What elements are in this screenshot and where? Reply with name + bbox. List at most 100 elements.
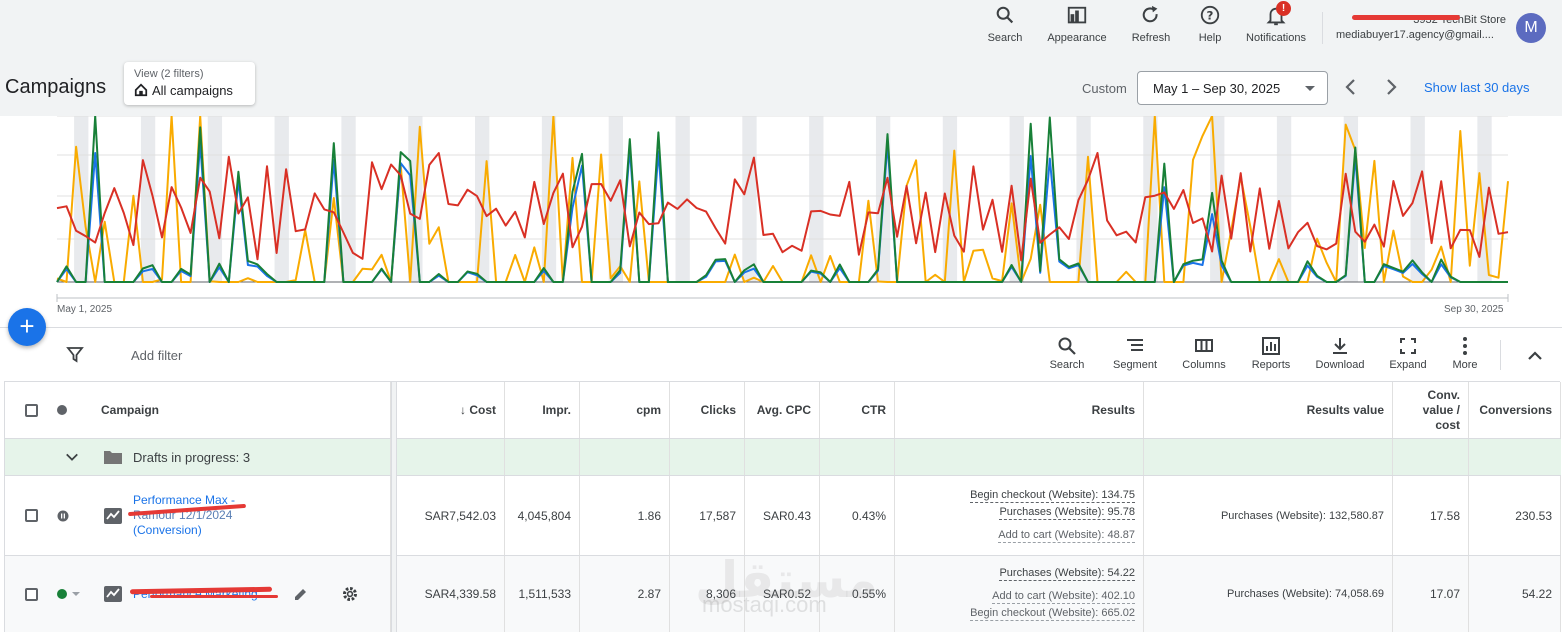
edit-pencil-icon[interactable] [293, 586, 309, 602]
weekend-band [341, 116, 356, 282]
series-line-green [56, 116, 1508, 283]
header-clicks[interactable]: Clicks [670, 382, 745, 438]
conversions-cell: 230.53 [1469, 476, 1561, 555]
gear-icon[interactable] [341, 585, 359, 603]
help-button[interactable]: ? Help [1170, 2, 1250, 44]
chevron-left-icon[interactable] [1341, 77, 1361, 97]
more-vert-icon [1463, 337, 1467, 355]
result-begin-checkout[interactable]: Begin checkout (Website): 665.02 [970, 607, 1135, 621]
header-ctr[interactable]: CTR [820, 382, 895, 438]
add-filter-button[interactable]: Add filter [131, 348, 183, 363]
view-name: All campaigns [152, 83, 233, 98]
weekend-band [742, 116, 757, 282]
redaction-mark [1352, 15, 1460, 20]
ctr-cell: 0.43% [820, 476, 895, 555]
result-add-to-cart[interactable]: Add to cart (Website): 402.10 [992, 590, 1135, 604]
performance-max-icon [104, 586, 122, 602]
conv-value-cost-cell: 17.58 [1393, 476, 1469, 555]
toolbar-divider [1500, 340, 1501, 370]
campaign-name-link[interactable]: Performance Max - Ramour 12/1/2024 (Conv… [133, 493, 236, 537]
columns-button[interactable]: Columns [1174, 336, 1234, 371]
reports-button[interactable]: Reports [1241, 336, 1301, 371]
result-begin-checkout[interactable]: Begin checkout (Website): 134.75 [970, 488, 1135, 503]
filter-icon[interactable] [66, 345, 84, 363]
cost-cell: SAR4,339.58 [397, 556, 505, 632]
results-value-cell: Purchases (Website): 132,580.87 [1144, 476, 1393, 555]
avg-cpc-cell: SAR0.43 [745, 476, 820, 555]
add-campaign-button[interactable]: + [8, 308, 46, 346]
table-header-row: Campaign ↓ Cost Impr. cpm Clicks Avg. CP… [5, 382, 1561, 439]
select-all-checkbox[interactable] [25, 403, 38, 417]
cost-cell: SAR7,542.03 [397, 476, 505, 555]
page-title: Campaigns [5, 76, 107, 98]
show-last-30-days-link[interactable]: Show last 30 days [1424, 80, 1530, 95]
expand-icon [1400, 338, 1416, 354]
weekend-band [675, 116, 690, 282]
conv-value-cost-cell: 17.07 [1393, 556, 1469, 632]
download-button[interactable]: Download [1310, 336, 1370, 371]
table-row[interactable]: Performance Max - Ramour 12/1/2024 (Conv… [5, 476, 1561, 556]
weekend-band [475, 116, 490, 282]
svg-text:?: ? [1207, 9, 1214, 23]
segment-button[interactable]: Segment [1105, 336, 1165, 371]
row-checkbox[interactable] [25, 587, 38, 601]
header-cost[interactable]: ↓ Cost [397, 382, 505, 438]
weekend-band [1276, 116, 1292, 282]
expand-button[interactable]: Expand [1378, 336, 1438, 371]
avatar[interactable]: M [1516, 13, 1546, 43]
x-axis-start-label: May 1, 2025 [57, 304, 113, 315]
drafts-row[interactable]: Drafts in progress: 3 [5, 439, 1561, 476]
x-axis-end-label: Sep 30, 2025 [1444, 304, 1504, 315]
frozen-column-divider [391, 382, 397, 632]
header-avg-cpc[interactable]: Avg. CPC [745, 382, 820, 438]
header-search-button[interactable]: Search [965, 2, 1045, 44]
result-purchases[interactable]: Purchases (Website): 95.78 [999, 505, 1135, 520]
weekend-band [1410, 116, 1425, 282]
help-icon: ? [1200, 5, 1220, 25]
chevron-up-icon[interactable] [1526, 348, 1544, 362]
header-conversions[interactable]: Conversions [1469, 382, 1561, 438]
header-results-value[interactable]: Results value [1144, 382, 1393, 438]
reports-icon [1262, 337, 1280, 355]
date-range-picker[interactable]: May 1 – Sep 30, 2025 [1137, 71, 1328, 105]
weekend-band [1009, 116, 1024, 282]
appearance-button[interactable]: Appearance [1037, 2, 1117, 44]
weekend-band [809, 116, 824, 282]
view-selector[interactable]: View (2 filters) All campaigns [124, 62, 255, 105]
weekend-band [207, 116, 223, 282]
clicks-cell: 8,306 [670, 556, 745, 632]
view-filter-count: View (2 filters) [134, 68, 204, 80]
row-checkbox[interactable] [25, 509, 38, 522]
enabled-status-icon[interactable] [57, 589, 67, 599]
title-row: Campaigns View (2 filters) All campaigns… [0, 56, 1562, 116]
impr-cell: 4,045,804 [505, 476, 580, 555]
table-search-button[interactable]: Search [1037, 336, 1097, 371]
header-campaign[interactable]: Campaign [93, 382, 391, 438]
chevron-down-icon[interactable] [65, 451, 79, 463]
caret-down-icon[interactable] [71, 590, 81, 598]
account-email: mediabuyer17.agency@gmail.... [1336, 29, 1494, 41]
results-cell: Begin checkout (Website): 134.75 Purchas… [895, 476, 1144, 555]
ctr-cell: 0.55% [820, 556, 895, 632]
more-button[interactable]: More [1435, 336, 1495, 371]
columns-icon [1195, 339, 1213, 352]
result-purchases[interactable]: Purchases (Website): 54.22 [999, 567, 1135, 581]
paused-status-icon[interactable] [57, 510, 69, 522]
table-row[interactable]: Performance Marketing SAR4,339.58 1,511,… [5, 556, 1561, 632]
appearance-icon [1067, 6, 1087, 24]
notifications-button[interactable]: ! Notifications [1246, 1, 1306, 44]
header-results[interactable]: Results [895, 382, 1144, 438]
refresh-button[interactable]: Refresh [1111, 2, 1191, 44]
caret-down-icon [1305, 86, 1315, 91]
header-conv-value-cost[interactable]: Conv. value / cost [1393, 382, 1469, 438]
cpm-cell: 1.86 [580, 476, 670, 555]
drafts-label: Drafts in progress: 3 [133, 449, 251, 465]
clicks-cell: 17,587 [670, 476, 745, 555]
conversions-cell: 54.22 [1469, 556, 1561, 632]
results-cell: Purchases (Website): 54.22 Add to cart (… [895, 556, 1144, 632]
date-range-value: May 1 – Sep 30, 2025 [1153, 81, 1281, 96]
header-impr[interactable]: Impr. [505, 382, 580, 438]
result-add-to-cart[interactable]: Add to cart (Website): 48.87 [998, 528, 1135, 543]
chevron-right-icon[interactable] [1381, 77, 1401, 97]
header-cpm[interactable]: cpm [580, 382, 670, 438]
